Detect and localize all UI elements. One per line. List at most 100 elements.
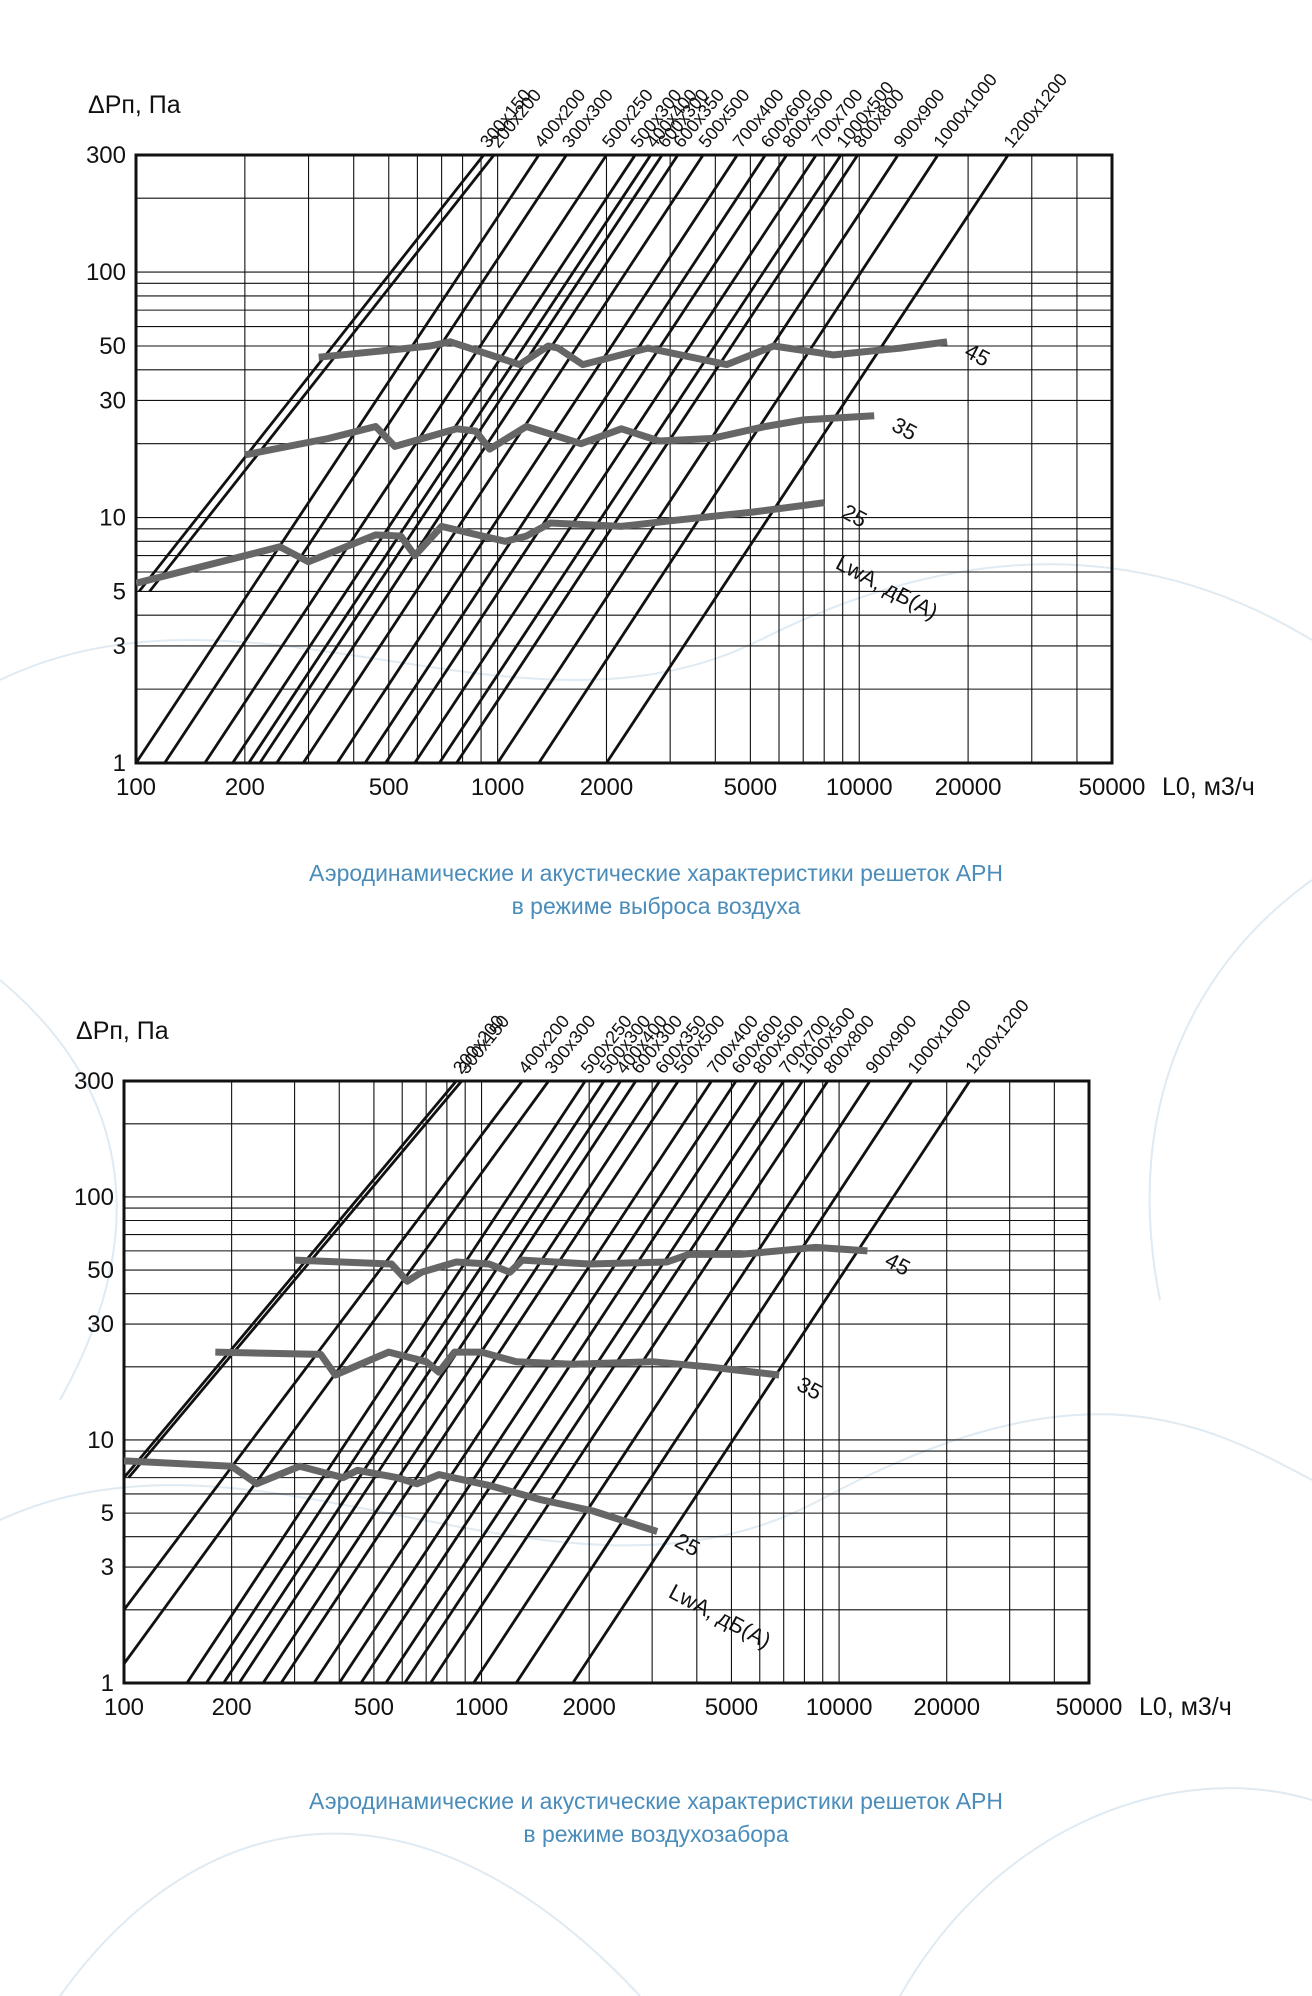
grille-line-600x300	[258, 155, 664, 763]
noise-curve-35	[244, 412, 875, 459]
x-tick-label: 1000	[471, 774, 524, 801]
x-tick-label: 500	[369, 774, 409, 801]
chart-exhaust-mode: 300x150200x200400x200300x300500x250500x3…	[86, 70, 1255, 801]
grille-line-600x350	[275, 155, 679, 763]
grille-line-400x200	[124, 1081, 524, 1611]
grille-line-700x400	[312, 1081, 713, 1683]
y-tick-label: 100	[86, 259, 126, 286]
grille-line-800x500	[359, 1081, 759, 1683]
x-tick-label: 2000	[562, 1694, 615, 1721]
grille-line-200x200	[148, 155, 496, 593]
grille-line-400x200	[136, 155, 540, 763]
caption-line-1: Аэродинамические и акустические характер…	[309, 860, 1003, 886]
grille-line-500x300	[231, 155, 637, 763]
grille-line-700x700	[384, 1081, 785, 1683]
grille-line-1000x1000	[515, 1081, 914, 1683]
y-tick-label: 10	[99, 505, 126, 532]
y-tick-label: 100	[74, 1184, 114, 1211]
grille-size-labels: 300x150200x200400x200300x300500x250500x3…	[476, 70, 1071, 152]
grille-line-500x250	[185, 1081, 587, 1683]
x-tick-label: 200	[225, 774, 265, 801]
noise-curve-label-35: 35	[888, 412, 921, 446]
noise-curve-label-45: 45	[961, 338, 994, 372]
y-tick-label: 30	[87, 1311, 114, 1338]
noise-curve-label-35: 35	[793, 1371, 826, 1405]
caption-line-1: Аэродинамические и акустические характер…	[309, 1788, 1003, 1814]
x-tick-label: 10000	[826, 774, 893, 801]
y-tick-label: 50	[87, 1257, 114, 1284]
noise-curve-45	[294, 1243, 868, 1285]
x-tick-label: 20000	[913, 1694, 980, 1721]
caption-line-2: в режиме выброса воздуха	[511, 893, 801, 919]
y-tick-label: 30	[99, 387, 126, 414]
x-tick-label: 10000	[806, 1694, 873, 1721]
grille-line-600x600	[363, 155, 767, 763]
grille-line-300x300	[163, 155, 568, 763]
caption-line-2: в режиме воздухозабора	[523, 1821, 789, 1847]
y-tick-label: 1	[101, 1670, 114, 1697]
y-axis-label: ΔPп, Па	[76, 1017, 169, 1045]
grille-line-1000x500	[403, 1081, 804, 1683]
grille-line-200x200	[124, 1081, 458, 1479]
grille-label-1200x1200: 1200x1200	[1000, 70, 1072, 152]
grille-line-400x400	[222, 1081, 622, 1683]
noise-curve-25	[136, 499, 825, 587]
y-tick-label: 5	[101, 1500, 114, 1527]
grille-line-500x250	[203, 155, 608, 763]
grille-line-500x500	[302, 155, 705, 763]
grille-line-600x300	[238, 1081, 637, 1683]
noise-curve-45	[318, 338, 948, 369]
grille-line-500x300	[205, 1081, 606, 1683]
x-tick-label: 2000	[580, 774, 633, 801]
grille-line-1200x1200	[571, 1081, 971, 1683]
grille-size-lines	[136, 155, 1010, 763]
grille-size-lines	[124, 1081, 971, 1683]
y-tick-label: 50	[99, 333, 126, 360]
plot-frame	[122, 1079, 1091, 1685]
y-tick-label: 300	[86, 142, 126, 169]
x-tick-label: 20000	[935, 774, 1002, 801]
noise-axis-label: LwA, дБ(А)	[832, 550, 942, 624]
grille-line-800x800	[455, 155, 859, 763]
x-tick-label: 100	[104, 1694, 144, 1721]
x-tick-label: 500	[354, 1694, 394, 1721]
x-tick-label: 5000	[705, 1694, 758, 1721]
y-tick-label: 3	[101, 1554, 114, 1581]
grille-line-600x350	[261, 1081, 661, 1683]
grille-line-800x500	[384, 155, 788, 763]
x-axis-label: L0, м3/ч	[1139, 1693, 1232, 1721]
x-tick-label: 5000	[724, 774, 777, 801]
grille-line-400x400	[247, 155, 652, 763]
x-tick-label: 1000	[455, 1694, 508, 1721]
grille-line-500x500	[279, 1081, 680, 1683]
x-tick-label: 200	[212, 1694, 252, 1721]
grille-label-1000x1000: 1000x1000	[929, 70, 1001, 152]
grid	[136, 155, 1112, 763]
noise-axis-label: LwA, дБ(А)	[665, 1579, 775, 1653]
x-axis-label: L0, м3/ч	[1162, 773, 1255, 801]
grille-line-700x700	[413, 155, 818, 763]
tick-labels: 100 200 500 1000 2000 5000 10000 20000 50000 1 35 1…	[86, 142, 1145, 801]
grille-line-1200x1200	[605, 155, 1010, 763]
grille-line-1000x1000	[537, 155, 940, 763]
grille-line-700x400	[336, 155, 739, 763]
grille-line-800x800	[429, 1081, 829, 1683]
grille-line-1000x500	[438, 155, 843, 763]
y-axis-label: ΔPп, Па	[88, 91, 181, 119]
x-tick-label: 50000	[1056, 1694, 1123, 1721]
plot-frame	[134, 153, 1114, 765]
noise-curve-35	[215, 1348, 780, 1379]
y-tick-label: 5	[113, 578, 126, 605]
noise-curve-label-45: 45	[881, 1247, 914, 1281]
grille-line-300x150	[127, 1081, 463, 1479]
chart-caption-intake: Аэродинамические и акустические характер…	[0, 1785, 1312, 1851]
x-tick-label: 100	[116, 774, 156, 801]
x-tick-label: 50000	[1079, 774, 1146, 801]
noise-curve-label-25: 25	[671, 1528, 704, 1562]
grille-line-900x900	[496, 155, 900, 763]
y-tick-label: 1	[113, 750, 126, 777]
